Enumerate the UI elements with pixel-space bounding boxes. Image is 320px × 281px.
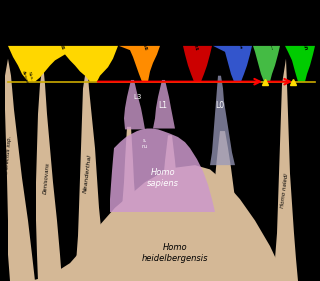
Text: L1: L1	[158, 101, 167, 110]
Text: Neanderthal: Neanderthal	[83, 154, 93, 193]
Polygon shape	[72, 63, 108, 281]
Polygon shape	[119, 46, 160, 82]
Text: Homo naledi: Homo naledi	[280, 173, 290, 208]
Text: L0: L0	[215, 101, 225, 110]
Polygon shape	[253, 46, 280, 82]
Polygon shape	[124, 80, 145, 129]
Polygon shape	[153, 80, 175, 128]
Text: L2 West Africans: L2 West Africans	[180, 4, 200, 50]
Polygon shape	[8, 46, 118, 82]
Text: Central African
foragers: Central African foragers	[223, 14, 243, 50]
Text: Denisovans: Denisovans	[43, 162, 51, 194]
Text: Homo erectus ssp.: Homo erectus ssp.	[3, 135, 13, 187]
Polygon shape	[268, 59, 298, 281]
Polygon shape	[210, 76, 235, 165]
Text: Homo
sapiens: Homo sapiens	[147, 168, 179, 188]
Text: Southern Kho-San: Southern Kho-San	[288, 1, 308, 50]
Polygon shape	[5, 59, 35, 281]
Text: East Africans: East Africans	[131, 10, 149, 50]
Polygon shape	[150, 135, 188, 281]
Polygon shape	[112, 127, 145, 281]
Polygon shape	[281, 46, 315, 82]
Polygon shape	[161, 46, 212, 82]
Polygon shape	[213, 46, 252, 82]
Polygon shape	[36, 63, 62, 281]
Text: Non-
Africans: Non- Africans	[21, 68, 35, 87]
Polygon shape	[200, 131, 245, 281]
Text: Non-Africans: Non-Africans	[45, 11, 65, 50]
Text: L3: L3	[134, 94, 142, 100]
Polygon shape	[110, 128, 215, 212]
Polygon shape	[20, 165, 285, 281]
Text: Northern Kho...: Northern Kho...	[260, 14, 275, 50]
Text: s.
nu: s. nu	[142, 139, 148, 149]
Text: Homo
heidelbergensis: Homo heidelbergensis	[142, 243, 208, 262]
